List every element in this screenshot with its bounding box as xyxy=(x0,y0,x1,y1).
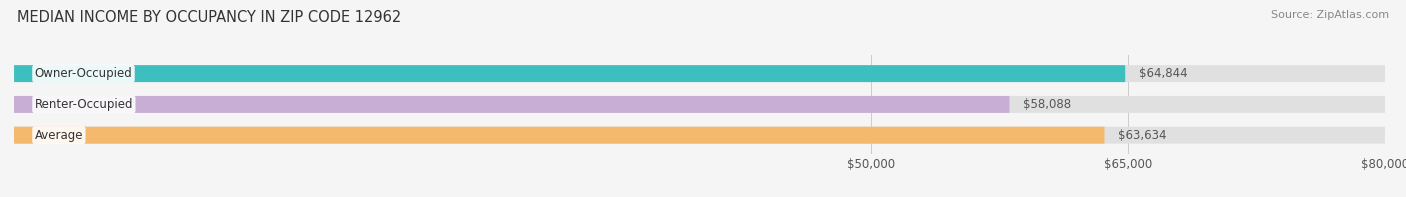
FancyBboxPatch shape xyxy=(14,96,1385,113)
Text: Source: ZipAtlas.com: Source: ZipAtlas.com xyxy=(1271,10,1389,20)
Text: $63,634: $63,634 xyxy=(1118,129,1167,142)
FancyBboxPatch shape xyxy=(14,96,1010,113)
Text: $58,088: $58,088 xyxy=(1024,98,1071,111)
FancyBboxPatch shape xyxy=(14,127,1385,144)
Text: Average: Average xyxy=(35,129,83,142)
FancyBboxPatch shape xyxy=(14,65,1125,82)
Text: $64,844: $64,844 xyxy=(1139,67,1188,80)
Text: Owner-Occupied: Owner-Occupied xyxy=(35,67,132,80)
Text: MEDIAN INCOME BY OCCUPANCY IN ZIP CODE 12962: MEDIAN INCOME BY OCCUPANCY IN ZIP CODE 1… xyxy=(17,10,401,25)
FancyBboxPatch shape xyxy=(14,127,1105,144)
Text: Renter-Occupied: Renter-Occupied xyxy=(35,98,134,111)
FancyBboxPatch shape xyxy=(14,65,1385,82)
